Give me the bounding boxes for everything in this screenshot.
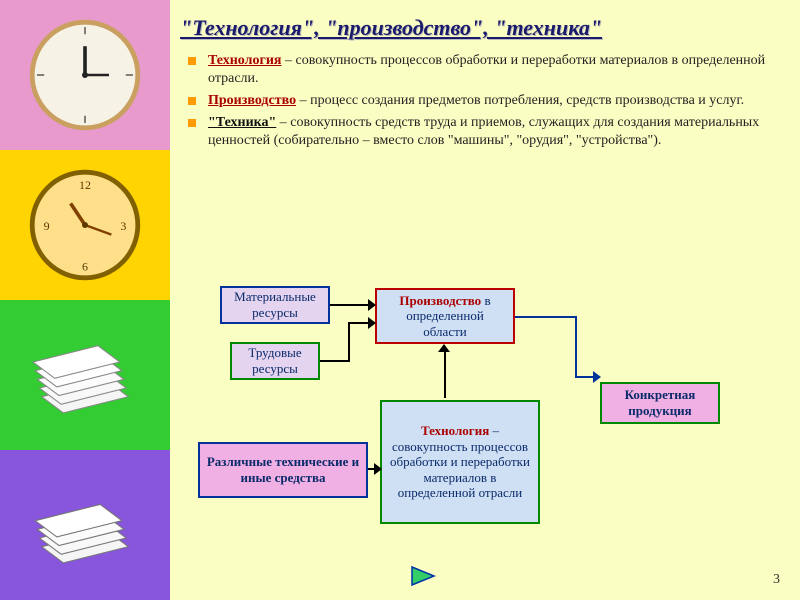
bullet-icon [188, 57, 196, 65]
bullet-icon [188, 119, 196, 127]
node-label: Технология – совокупность процессов обра… [388, 423, 532, 501]
paper-stack-icon [20, 320, 150, 430]
node-technology: Технология – совокупность процессов обра… [380, 400, 540, 524]
svg-text:6: 6 [82, 260, 88, 274]
node-labor-resources: Трудовые ресурсы [230, 342, 320, 380]
definition-term: Производство [208, 93, 296, 108]
arrow [348, 322, 370, 324]
definition-text: – процесс создания предметов потребления… [296, 93, 744, 108]
definition-item: Производство – процесс создания предмето… [188, 92, 780, 110]
play-icon [410, 565, 438, 587]
content-area: "Технология", "производство", "техника" … [180, 14, 780, 154]
flow-diagram: Материальные ресурсы Трудовые ресурсы Пр… [180, 282, 790, 582]
arrow-head-icon [438, 344, 450, 352]
node-label: Материальные ресурсы [228, 289, 322, 320]
arrow [320, 360, 348, 362]
node-label: Различные технические и иные средства [206, 454, 360, 485]
node-technical-means: Различные технические и иные средства [198, 442, 368, 498]
arrow [515, 316, 575, 318]
sidebar-cell-clock-pink [0, 0, 170, 150]
arrow [575, 316, 577, 376]
sidebar-decoration: 12 3 6 9 [0, 0, 170, 600]
svg-text:12: 12 [79, 178, 91, 192]
arrow-head-icon [368, 317, 376, 329]
page-number: 3 [773, 572, 780, 588]
definition-item: "Техника" – совокупность средств труда и… [188, 114, 780, 150]
node-label: Конкретная продукция [608, 387, 712, 418]
arrow [348, 322, 350, 362]
svg-text:3: 3 [120, 219, 126, 233]
node-production: Производство в определенной области [375, 288, 515, 344]
node-label: Производство в определенной области [383, 293, 507, 340]
node-term: Производство [399, 293, 481, 308]
definition-item: Технология – совокупность процессов обра… [188, 52, 780, 88]
sidebar-cell-papers-green [0, 300, 170, 450]
node-label: Трудовые ресурсы [238, 345, 312, 376]
definition-term: "Техника" [208, 115, 276, 130]
next-slide-button[interactable] [410, 565, 438, 587]
definition-text: – совокупность средств труда и приемов, … [208, 115, 759, 148]
clock-icon: 12 3 6 9 [25, 165, 145, 285]
definition-text: – совокупность процессов обработки и пер… [208, 53, 765, 86]
bullet-icon [188, 97, 196, 105]
clock-icon [25, 15, 145, 135]
node-material-resources: Материальные ресурсы [220, 286, 330, 324]
arrow-head-icon [374, 463, 382, 475]
svg-text:9: 9 [44, 219, 50, 233]
arrow [575, 376, 595, 378]
arrow-head-icon [593, 371, 601, 383]
definition-term: Технология [208, 53, 281, 68]
node-term: Технология [421, 423, 489, 438]
paper-stack-icon [20, 470, 150, 580]
sidebar-cell-papers-purple [0, 450, 170, 600]
sidebar-cell-clock-yellow: 12 3 6 9 [0, 150, 170, 300]
definitions-list: Технология – совокупность процессов обра… [180, 52, 780, 151]
node-output: Конкретная продукция [600, 382, 720, 424]
arrow [444, 352, 446, 398]
arrow-head-icon [368, 299, 376, 311]
slide-title: "Технология", "производство", "техника" [180, 14, 780, 42]
arrow [330, 304, 370, 306]
